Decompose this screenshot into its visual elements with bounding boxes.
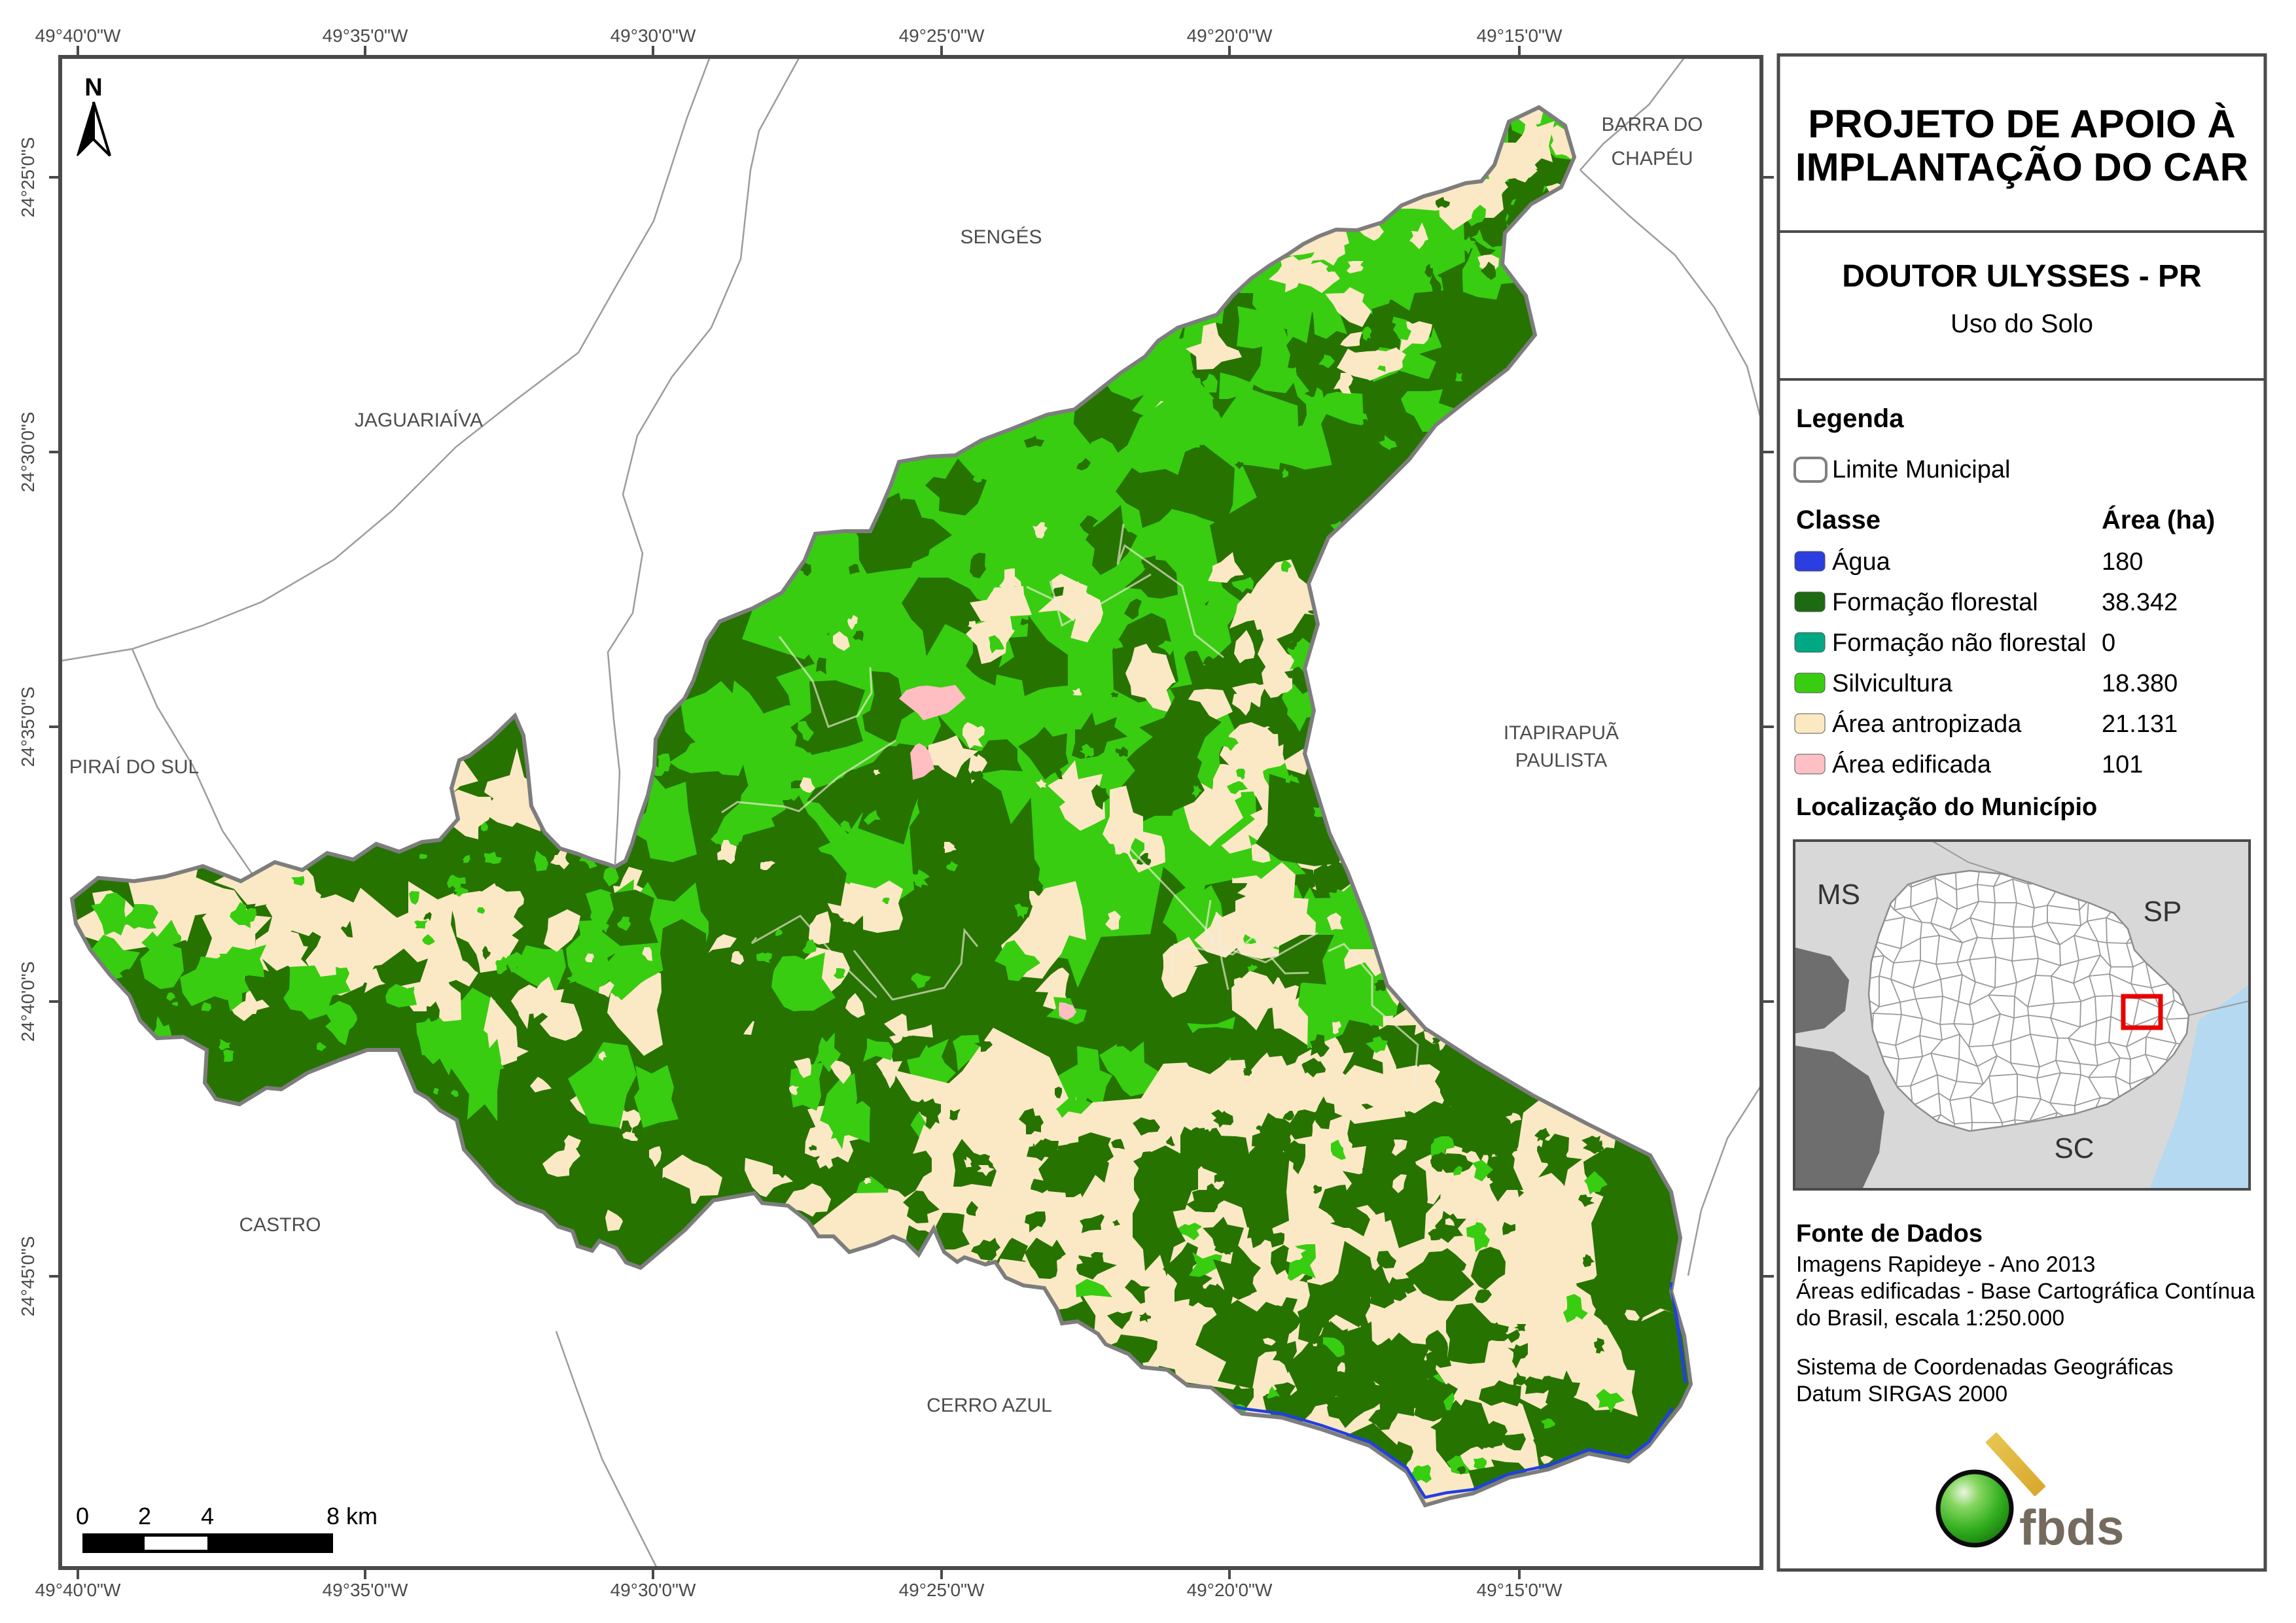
- svg-text:PIRAÍ DO SUL: PIRAÍ DO SUL: [69, 756, 199, 778]
- svg-text:18.380: 18.380: [2102, 670, 2178, 697]
- svg-text:49°30'0"W: 49°30'0"W: [610, 1580, 696, 1600]
- svg-text:Limite Municipal: Limite Municipal: [1832, 456, 2010, 483]
- svg-text:CERRO AZUL: CERRO AZUL: [927, 1395, 1052, 1416]
- svg-text:24°40'0"S: 24°40'0"S: [18, 961, 38, 1041]
- svg-text:SENGÉS: SENGÉS: [960, 226, 1042, 248]
- svg-text:Formação florestal: Formação florestal: [1832, 589, 2038, 616]
- svg-text:49°40'0"W: 49°40'0"W: [35, 1580, 121, 1600]
- svg-text:49°35'0"W: 49°35'0"W: [323, 1580, 408, 1600]
- svg-text:Silvicultura: Silvicultura: [1832, 670, 1953, 697]
- svg-text:49°25'0"W: 49°25'0"W: [899, 26, 985, 46]
- svg-text:Uso do Solo: Uso do Solo: [1951, 309, 2093, 338]
- svg-text:0: 0: [2102, 629, 2115, 657]
- svg-text:Localização do Município: Localização do Município: [1796, 794, 2097, 821]
- svg-text:N: N: [84, 74, 102, 101]
- svg-text:MS: MS: [1817, 879, 1860, 911]
- svg-text:49°35'0"W: 49°35'0"W: [323, 26, 408, 46]
- svg-text:49°30'0"W: 49°30'0"W: [610, 26, 696, 46]
- svg-text:do Brasil, escala 1:250.000: do Brasil, escala 1:250.000: [1796, 1306, 2064, 1331]
- svg-text:CHAPÉU: CHAPÉU: [1611, 148, 1693, 169]
- svg-text:Água: Água: [1832, 548, 1891, 576]
- svg-text:180: 180: [2102, 548, 2143, 576]
- svg-text:PROJETO DE APOIO À: PROJETO DE APOIO À: [1808, 102, 2235, 146]
- svg-text:49°25'0"W: 49°25'0"W: [899, 1580, 985, 1600]
- svg-text:0: 0: [76, 1503, 89, 1529]
- svg-text:8 km: 8 km: [327, 1503, 378, 1529]
- svg-text:Fonte de Dados: Fonte de Dados: [1796, 1220, 1983, 1248]
- svg-text:ITAPIRAPUÃ: ITAPIRAPUÃ: [1504, 722, 1619, 744]
- svg-text:38.342: 38.342: [2102, 589, 2178, 616]
- svg-text:24°45'0"S: 24°45'0"S: [18, 1236, 38, 1316]
- svg-text:Área antropizada: Área antropizada: [1832, 710, 2022, 738]
- svg-text:49°20'0"W: 49°20'0"W: [1187, 1580, 1273, 1600]
- svg-text:Datum SIRGAS 2000: Datum SIRGAS 2000: [1796, 1382, 2007, 1406]
- svg-text:JAGUARIAÍVA: JAGUARIAÍVA: [355, 410, 483, 431]
- svg-text:24°30'0"S: 24°30'0"S: [18, 411, 38, 492]
- svg-text:49°15'0"W: 49°15'0"W: [1477, 1580, 1563, 1600]
- svg-text:SP: SP: [2144, 896, 2182, 928]
- svg-text:Formação não florestal: Formação não florestal: [1832, 629, 2087, 657]
- svg-text:Sistema de Coordenadas Geográf: Sistema de Coordenadas Geográficas: [1796, 1355, 2173, 1380]
- svg-text:DOUTOR ULYSSES - PR: DOUTOR ULYSSES - PR: [1842, 259, 2201, 294]
- svg-text:49°40'0"W: 49°40'0"W: [35, 26, 121, 46]
- svg-text:Área edificada: Área edificada: [1832, 750, 1992, 778]
- svg-text:21.131: 21.131: [2102, 710, 2178, 738]
- svg-text:IMPLANTAÇÃO DO CAR: IMPLANTAÇÃO DO CAR: [1795, 145, 2248, 189]
- svg-text:BARRA DO: BARRA DO: [1601, 114, 1703, 135]
- svg-text:Classe: Classe: [1796, 506, 1881, 534]
- svg-text:49°20'0"W: 49°20'0"W: [1187, 26, 1273, 46]
- svg-text:fbds: fbds: [2019, 1500, 2124, 1556]
- svg-text:Áreas edificadas - Base Cartog: Áreas edificadas - Base Cartográfica Con…: [1796, 1279, 2255, 1304]
- svg-text:2: 2: [138, 1503, 151, 1529]
- svg-text:Legenda: Legenda: [1796, 404, 1904, 433]
- svg-text:4: 4: [201, 1503, 214, 1529]
- svg-text:24°25'0"S: 24°25'0"S: [18, 137, 38, 217]
- svg-text:CASTRO: CASTRO: [239, 1214, 321, 1236]
- svg-text:24°35'0"S: 24°35'0"S: [18, 686, 38, 767]
- svg-text:SC: SC: [2054, 1132, 2094, 1164]
- svg-text:PAULISTA: PAULISTA: [1515, 750, 1608, 771]
- svg-text:Área (ha): Área (ha): [2102, 505, 2215, 534]
- svg-text:101: 101: [2102, 751, 2143, 778]
- svg-text:49°15'0"W: 49°15'0"W: [1477, 26, 1563, 46]
- svg-text:Imagens Rapideye - Ano 2013: Imagens Rapideye - Ano 2013: [1796, 1252, 2095, 1277]
